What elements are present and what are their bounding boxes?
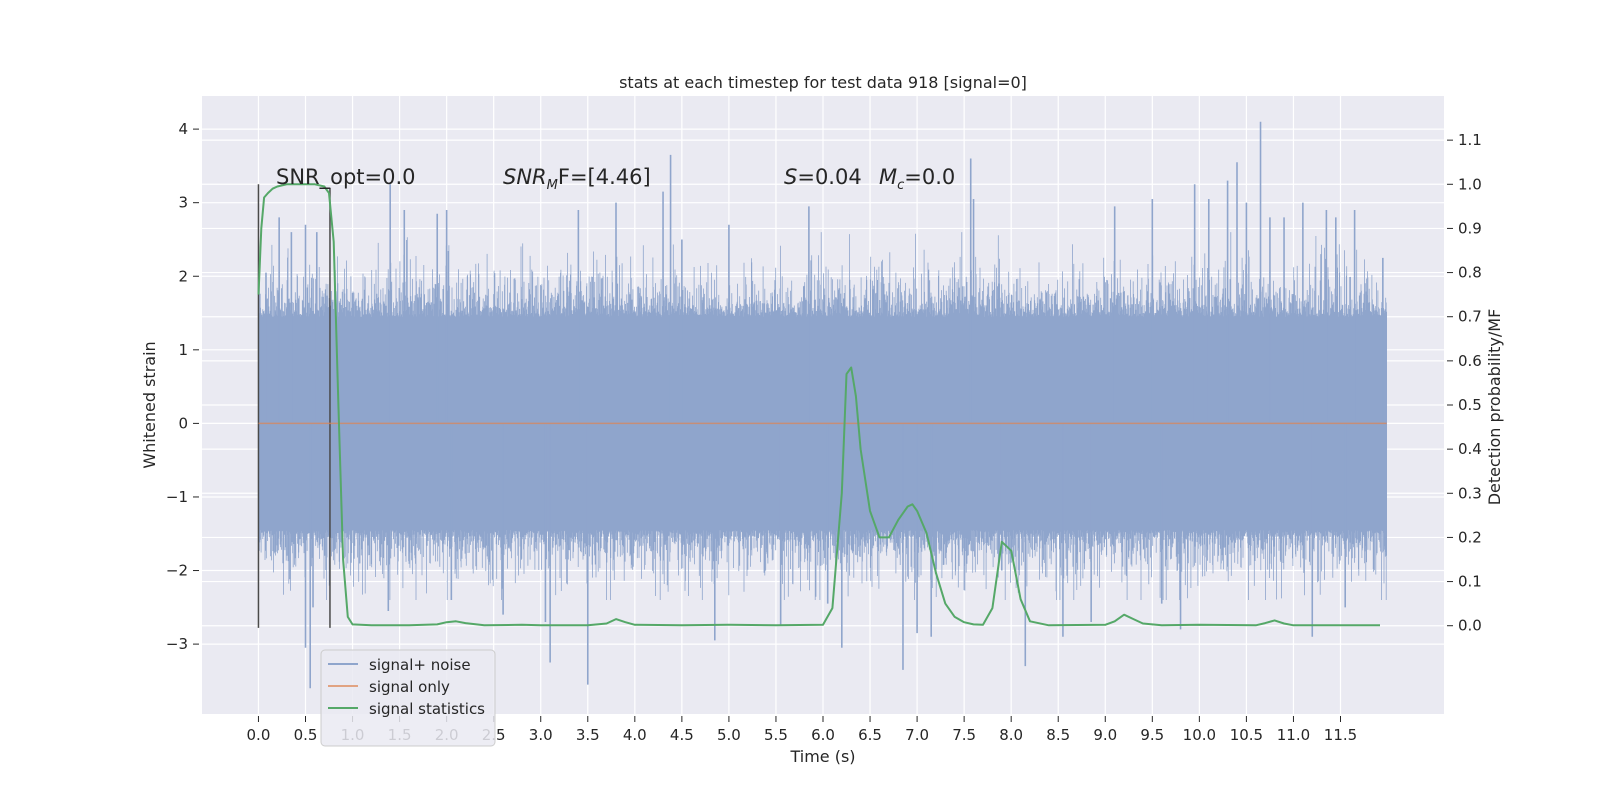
y-right-tick-label: 0.4 — [1458, 440, 1482, 458]
annotation-mc-sub: c — [897, 178, 904, 193]
y-tick-label: 3 — [178, 194, 188, 212]
y-right-tick-label: 0.7 — [1458, 308, 1482, 326]
annotation-snr-mf-value: F=[4.46] — [558, 165, 651, 189]
y-right-tick-label: 0.5 — [1458, 396, 1482, 414]
x-axis-label: Time (s) — [789, 747, 855, 766]
y-right-tick-label: 1.1 — [1458, 131, 1482, 149]
chart-title: stats at each timestep for test data 918… — [619, 73, 1027, 92]
x-tick-label: 6.5 — [858, 726, 882, 744]
y-tick-label: 2 — [178, 267, 188, 285]
annotation-snr-mf: SNRMF=[4.46] — [503, 165, 651, 193]
y-right-tick-label: 0.2 — [1458, 528, 1482, 546]
annotation-mc-label: M — [879, 165, 897, 189]
y-tick-label: −2 — [166, 562, 188, 580]
y-right-axis-ticks: 0.0 0.1 0.2 0.3 0.4 0.5 0.6 0.7 0.8 0.9 1.0 1.1 — [1447, 131, 1482, 635]
annotation-s-value: =0.04 — [797, 165, 861, 189]
y-right-tick-label: 0.6 — [1458, 352, 1482, 370]
annotation-s-label: S — [784, 165, 797, 189]
x-tick-label: 7.0 — [905, 726, 929, 744]
y-axis-label: Whitened strain — [140, 341, 159, 468]
y-right-tick-label: 0.1 — [1458, 573, 1482, 591]
y-right-tick-label: 0.8 — [1458, 264, 1482, 282]
x-tick-label: 4.0 — [623, 726, 647, 744]
legend: signal+ noise signal only signal statist… — [320, 649, 496, 747]
x-tick-label: 0.5 — [294, 726, 318, 744]
series-signal-noise — [258, 121, 1387, 689]
series-signal-statistics — [257, 183, 1380, 627]
x-tick-label: 5.5 — [764, 726, 788, 744]
y-tick-label: 1 — [178, 341, 188, 359]
annotation-mc: Mc=0.0 — [879, 165, 955, 193]
x-tick-label: 8.0 — [999, 726, 1023, 744]
y-axis-ticks: −3 −2 −1 0 1 2 3 4 — [166, 120, 199, 653]
annotation-snr-mf-sub: M — [547, 178, 558, 193]
annotation-mc-value: =0.0 — [904, 165, 955, 189]
x-tick-label: 3.0 — [529, 726, 553, 744]
annotation-snr-opt: SNR_opt=0.0 — [276, 165, 416, 190]
y-tick-label: 0 — [178, 414, 188, 432]
y-right-tick-label: 0.0 — [1458, 617, 1482, 635]
x-tick-label: 7.5 — [952, 726, 976, 744]
y-right-tick-label: 0.3 — [1458, 484, 1482, 502]
x-tick-label: 0.0 — [247, 726, 271, 744]
x-tick-label: 3.5 — [576, 726, 600, 744]
y-right-tick-label: 0.9 — [1458, 219, 1482, 237]
legend-label-signal-noise: signal+ noise — [369, 656, 471, 674]
signal-statistics-line — [257, 183, 1380, 627]
x-tick-label: 8.5 — [1046, 726, 1070, 744]
legend-box — [320, 649, 496, 747]
legend-label-signal-only: signal only — [369, 678, 450, 696]
x-tick-label: 4.5 — [670, 726, 694, 744]
x-tick-label: 6.0 — [811, 726, 835, 744]
event-markers — [257, 184, 331, 628]
y-tick-label: −1 — [166, 488, 188, 506]
x-tick-label: 9.5 — [1140, 726, 1164, 744]
y-right-tick-label: 1.0 — [1458, 175, 1482, 193]
x-tick-label: 5.0 — [717, 726, 741, 744]
x-tick-label: 9.0 — [1093, 726, 1117, 744]
annotation-snr-mf-label: SNR — [503, 165, 547, 189]
annotation-s: S=0.04 — [784, 165, 862, 189]
y-tick-label: −3 — [166, 635, 188, 653]
x-tick-label: 10.0 — [1183, 726, 1216, 744]
y-right-axis-label: Detection probability/MF — [1485, 309, 1504, 506]
legend-label-signal-statistics: signal statistics — [369, 700, 485, 718]
x-tick-label: 10.5 — [1230, 726, 1263, 744]
x-tick-label: 11.0 — [1277, 726, 1310, 744]
y-tick-label: 4 — [178, 120, 188, 138]
x-tick-label: 11.5 — [1324, 726, 1357, 744]
